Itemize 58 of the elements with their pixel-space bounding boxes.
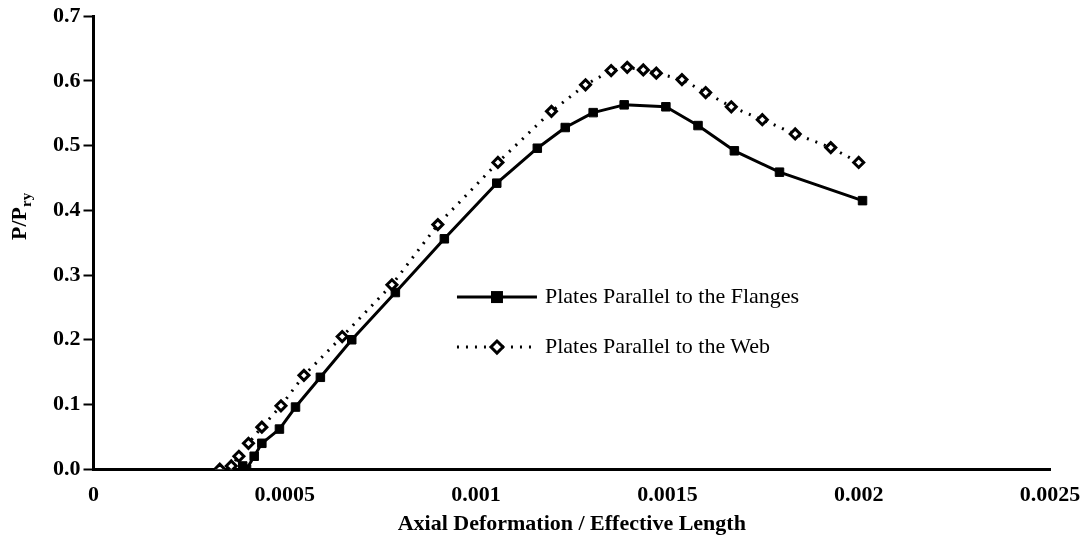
point	[824, 141, 838, 155]
point	[661, 102, 671, 112]
point	[544, 104, 558, 118]
point	[274, 399, 288, 413]
point	[532, 143, 543, 153]
point	[431, 218, 445, 232]
point	[492, 178, 502, 188]
y-tick-label: 0.6	[53, 66, 81, 92]
y-tick-label: 0.2	[53, 325, 81, 351]
point	[347, 335, 357, 345]
point	[224, 459, 238, 470]
y-tick-label: 0.0	[53, 454, 81, 480]
legend-label: Plates Parallel to the Web	[544, 332, 771, 358]
point	[857, 195, 868, 206]
x-tick-label: 0.002	[833, 481, 884, 507]
point	[699, 86, 713, 100]
y-tick-label: 0.3	[53, 260, 81, 286]
point	[232, 449, 246, 463]
point	[274, 424, 285, 434]
y-tick-label: 0.4	[53, 196, 81, 222]
legend-label: Plates Parallel to the Flanges	[544, 282, 800, 308]
point	[249, 451, 259, 461]
point	[755, 113, 769, 127]
point	[257, 438, 267, 449]
point	[255, 420, 269, 434]
point	[852, 155, 866, 169]
point	[315, 372, 326, 383]
point	[439, 234, 450, 244]
point	[579, 78, 593, 92]
point	[241, 436, 255, 450]
x-tick-label: 0.001	[451, 481, 501, 507]
x-tick-label: 0.0005	[254, 481, 316, 507]
point	[491, 155, 505, 169]
x-tick-label: 0	[88, 481, 99, 507]
point	[560, 122, 570, 133]
point	[619, 100, 629, 110]
y-tick-label: 0.7	[53, 1, 81, 27]
point	[675, 73, 689, 87]
point	[649, 66, 663, 80]
y-tick-label: 0.1	[53, 390, 81, 416]
x-tick-label: 0.0025	[1019, 481, 1081, 507]
point	[335, 330, 349, 344]
point	[729, 146, 740, 156]
point	[620, 60, 634, 74]
point	[636, 63, 650, 77]
x-tick-label: 0.0015	[637, 481, 698, 507]
point	[774, 167, 785, 177]
point	[588, 107, 598, 118]
point	[390, 287, 401, 298]
point	[604, 64, 618, 78]
point	[297, 368, 311, 382]
point	[693, 120, 703, 131]
point	[290, 402, 301, 412]
point	[724, 100, 738, 114]
x-axis-title: Axial Deformation / Effective Length	[397, 510, 746, 536]
point	[385, 278, 399, 292]
point	[788, 127, 802, 141]
y-tick-label: 0.5	[53, 131, 81, 157]
